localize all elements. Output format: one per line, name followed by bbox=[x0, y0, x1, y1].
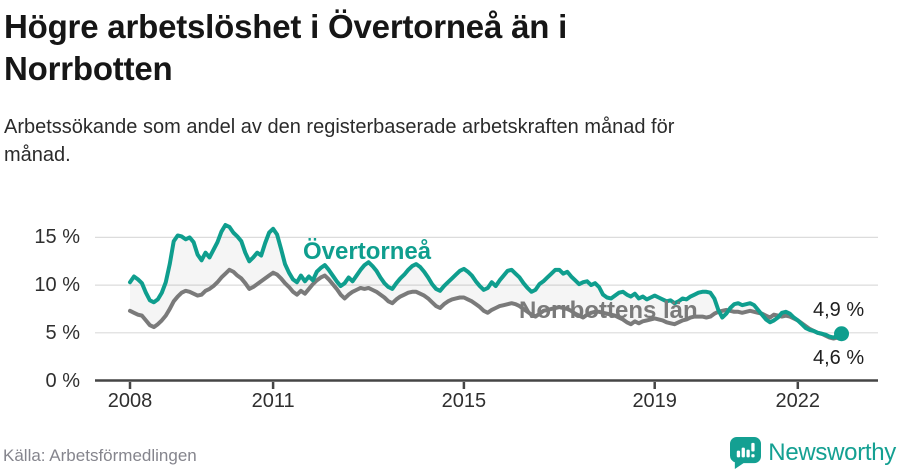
y-tick-label: 15 % bbox=[34, 226, 80, 249]
x-tick-label: 2019 bbox=[632, 390, 677, 412]
series-label-overtornea: Övertorneå bbox=[303, 238, 432, 265]
newsworthy-bubble-icon bbox=[730, 437, 762, 469]
x-tick-label: 2015 bbox=[441, 390, 487, 412]
y-tick-label: 0 % bbox=[45, 369, 80, 392]
end-value-norrbotten: 4,6 % bbox=[813, 347, 865, 369]
y-tick-label: 5 % bbox=[45, 321, 80, 344]
series-label-norrbotten: Norrbottens län bbox=[519, 297, 698, 324]
newsworthy-logo[interactable]: Newsworthy bbox=[730, 437, 896, 469]
x-tick-label: 2008 bbox=[107, 390, 153, 412]
x-tick-label: 2011 bbox=[251, 390, 295, 412]
y-tick-label: 10 % bbox=[34, 274, 80, 297]
newsworthy-wordmark: Newsworthy bbox=[768, 439, 896, 466]
chart-subtitle: Arbetssökande som andel av den registerb… bbox=[4, 116, 675, 166]
source-note: Källa: Arbetsförmedlingen bbox=[3, 446, 197, 465]
page-title: Högre arbetslöshet i Övertorneå än i Nor… bbox=[4, 8, 568, 87]
end-value-overtornea: 4,9 % bbox=[813, 299, 865, 321]
x-tick-label: 2022 bbox=[775, 390, 821, 412]
